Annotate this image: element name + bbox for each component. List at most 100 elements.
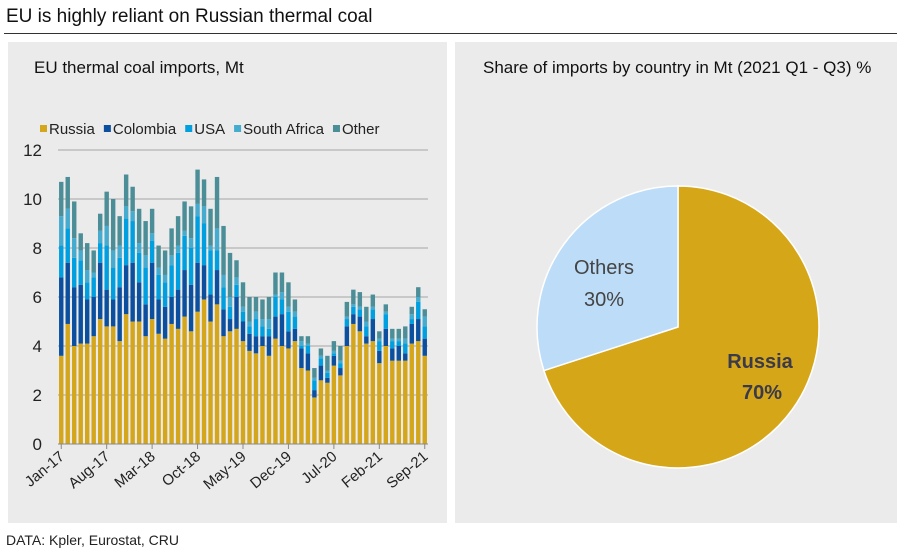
- bar-segment-colombia: [318, 365, 324, 381]
- bar-segment-south-africa: [383, 311, 389, 315]
- x-tick-label: Feb-21: [339, 448, 386, 492]
- bar-segment-russia: [188, 331, 194, 444]
- y-tick-label: 2: [33, 386, 42, 405]
- bar-segment-russia: [253, 353, 259, 444]
- bar-segment-other: [130, 186, 135, 212]
- bar-segment-colombia: [364, 336, 369, 344]
- bar-segment-russia: [273, 338, 278, 444]
- bar-segment-usa: [97, 243, 103, 263]
- legend-label: USA: [194, 121, 225, 138]
- bar-segment-russia: [377, 363, 382, 444]
- bar-chart-title: EU thermal coal imports, Mt: [34, 58, 244, 77]
- bar-segment-russia: [65, 323, 70, 444]
- bar-segment-other: [377, 331, 382, 339]
- bar-segment-russia: [390, 360, 395, 444]
- legend-label: Colombia: [113, 121, 177, 138]
- y-tick-label: 10: [23, 190, 42, 209]
- bar-segment-south-africa: [286, 306, 291, 312]
- bar-segment-other: [338, 346, 343, 361]
- bar-segment-russia: [325, 382, 330, 444]
- bar-segment-other: [247, 297, 252, 322]
- bar-segment-colombia: [292, 328, 298, 342]
- x-tick-label: May-19: [200, 448, 249, 493]
- bar-segment-south-africa: [312, 377, 317, 381]
- bar-segment-colombia: [208, 294, 213, 322]
- bar-segment-usa: [370, 309, 376, 320]
- bar-segment-other: [383, 304, 389, 312]
- bar-segment-russia: [351, 323, 356, 444]
- bar-segment-south-africa: [195, 203, 200, 217]
- bar-segment-colombia: [396, 346, 401, 361]
- bar-segment-south-africa: [78, 250, 83, 261]
- bar-segment-russia: [266, 355, 272, 444]
- bar-segment-colombia: [130, 262, 135, 322]
- bar-segment-other: [72, 201, 77, 239]
- bar-segment-russia: [299, 368, 304, 444]
- bar-segment-south-africa: [72, 238, 77, 258]
- bar-segment-colombia: [305, 353, 311, 371]
- bar-segment-russia: [396, 360, 401, 444]
- bar-segment-other: [182, 201, 187, 231]
- bar-segment-russia: [149, 319, 155, 444]
- bar-segment-other: [299, 336, 304, 342]
- bar-segment-south-africa: [136, 243, 142, 253]
- bar-segment-russia: [227, 331, 233, 444]
- bar-segment-other: [357, 292, 363, 307]
- bar-segment-russia: [305, 370, 311, 444]
- legend-swatch: [234, 125, 242, 132]
- bar-segment-colombia: [182, 270, 187, 317]
- bar-segment-other: [65, 176, 70, 209]
- bar-segment-colombia: [162, 306, 168, 339]
- bar-segment-other: [143, 221, 148, 256]
- bar-segment-south-africa: [156, 267, 161, 275]
- bar-segment-south-africa: [305, 343, 311, 346]
- source-note: DATA: Kpler, Eurostat, CRU: [6, 532, 179, 548]
- x-tick-label: Aug-17: [65, 448, 113, 492]
- bar-segment-south-africa: [338, 360, 343, 364]
- bar-segment-other: [123, 174, 129, 207]
- bar-segment-usa: [383, 314, 389, 329]
- bar-segment-usa: [416, 301, 421, 320]
- bar-segment-colombia: [188, 284, 194, 332]
- bar-segment-usa: [78, 260, 83, 285]
- bar-segment-usa: [305, 346, 311, 354]
- bar-segment-russia: [72, 346, 77, 444]
- bar-segment-colombia: [383, 328, 389, 346]
- bar-segment-usa: [422, 326, 427, 339]
- bar-segment-usa: [91, 277, 96, 297]
- bar-segment-usa: [240, 311, 246, 322]
- bar-segment-south-africa: [175, 245, 181, 253]
- pie-slice-others: [536, 185, 679, 372]
- bar-segment-colombia: [59, 277, 64, 356]
- bar-segment-usa: [234, 284, 239, 297]
- bar-segment-russia: [91, 336, 96, 444]
- bar-segment-other: [214, 176, 220, 229]
- bar-segment-usa: [188, 248, 194, 285]
- bar-segment-south-africa: [143, 255, 148, 268]
- x-tick-label: Jul-20: [298, 448, 340, 487]
- y-tick-label: 4: [33, 337, 42, 356]
- bar-segment-south-africa: [370, 306, 376, 310]
- bar-segment-russia: [364, 343, 369, 444]
- bar-segment-colombia: [266, 336, 272, 356]
- bar-segment-usa: [195, 216, 200, 263]
- bar-segment-other: [344, 301, 350, 317]
- bar-segment-usa: [227, 306, 233, 320]
- bar-segment-south-africa: [91, 272, 96, 278]
- bar-segment-usa: [292, 316, 298, 329]
- bar-segment-colombia: [214, 270, 220, 305]
- bar-segment-south-africa: [279, 292, 285, 300]
- bar-segment-russia: [357, 331, 363, 444]
- bar-segment-other: [409, 306, 414, 315]
- bar-segment-colombia: [325, 377, 330, 383]
- bar-segment-usa: [169, 265, 174, 297]
- bar-segment-usa: [214, 250, 220, 271]
- bar-segment-south-africa: [201, 206, 207, 224]
- bar-segment-usa: [149, 240, 155, 263]
- bar-segment-other: [292, 299, 298, 312]
- bar-segment-russia: [201, 299, 207, 444]
- bar-segment-russia: [318, 380, 324, 444]
- bar-segment-usa: [351, 306, 356, 315]
- bar-segment-colombia: [273, 316, 278, 339]
- bar-segment-colombia: [65, 262, 70, 324]
